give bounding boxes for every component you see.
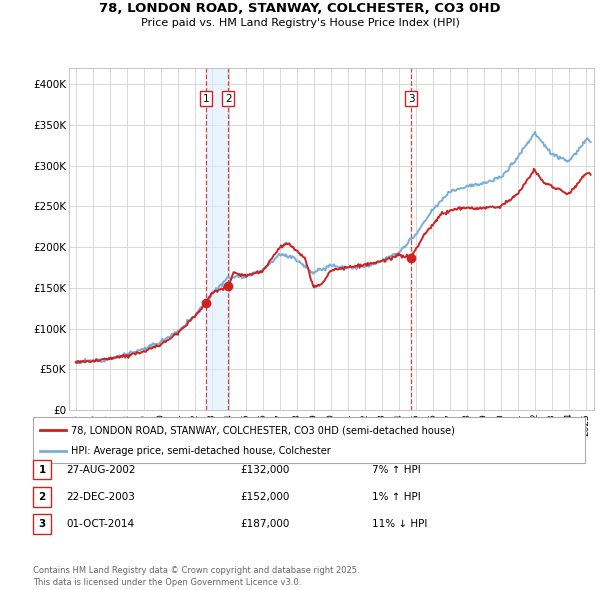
- Text: £187,000: £187,000: [240, 519, 289, 529]
- Text: 3: 3: [38, 519, 46, 529]
- Text: 2: 2: [225, 94, 232, 104]
- Text: 7% ↑ HPI: 7% ↑ HPI: [372, 465, 421, 474]
- Text: Price paid vs. HM Land Registry's House Price Index (HPI): Price paid vs. HM Land Registry's House …: [140, 18, 460, 28]
- Text: 1: 1: [202, 94, 209, 104]
- Text: 2: 2: [38, 492, 46, 502]
- Text: HPI: Average price, semi-detached house, Colchester: HPI: Average price, semi-detached house,…: [71, 446, 331, 456]
- Text: 3: 3: [408, 94, 415, 104]
- Bar: [206, 68, 228, 410]
- Text: £132,000: £132,000: [240, 465, 289, 474]
- Text: 01-OCT-2014: 01-OCT-2014: [66, 519, 134, 529]
- Text: 78, LONDON ROAD, STANWAY, COLCHESTER, CO3 0HD (semi-detached house): 78, LONDON ROAD, STANWAY, COLCHESTER, CO…: [71, 425, 455, 435]
- Text: 1: 1: [38, 465, 46, 474]
- Text: 22-DEC-2003: 22-DEC-2003: [66, 492, 135, 502]
- Text: 1% ↑ HPI: 1% ↑ HPI: [372, 492, 421, 502]
- Text: 11% ↓ HPI: 11% ↓ HPI: [372, 519, 427, 529]
- Text: 27-AUG-2002: 27-AUG-2002: [66, 465, 136, 474]
- Text: Contains HM Land Registry data © Crown copyright and database right 2025.
This d: Contains HM Land Registry data © Crown c…: [33, 566, 359, 587]
- Text: £152,000: £152,000: [240, 492, 289, 502]
- Text: 78, LONDON ROAD, STANWAY, COLCHESTER, CO3 0HD: 78, LONDON ROAD, STANWAY, COLCHESTER, CO…: [99, 2, 501, 15]
